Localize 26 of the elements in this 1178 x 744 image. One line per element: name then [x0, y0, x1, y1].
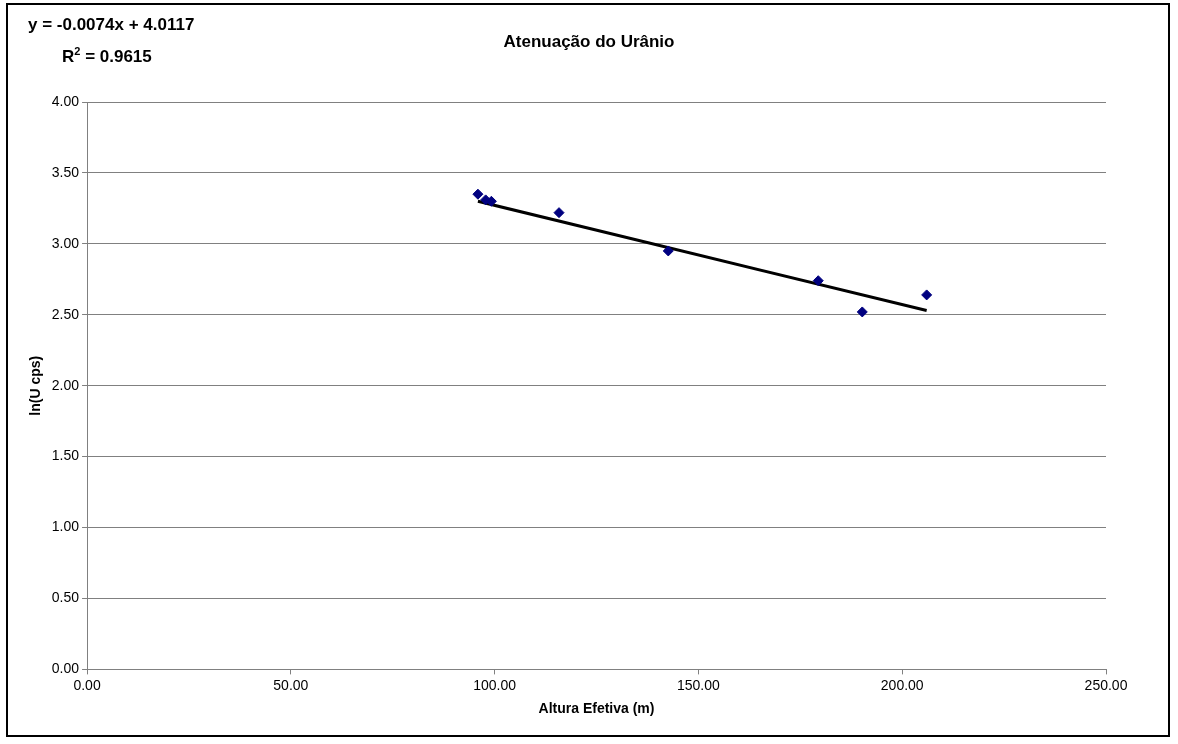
text: R$^{2}$ = 0.9615	[61, 44, 153, 68]
x-tick-label: 250.00	[1084, 676, 1128, 693]
x-tick-label: 50.00	[273, 676, 309, 693]
point	[856, 306, 868, 318]
y-tick-label: 3.50	[51, 163, 80, 180]
point	[472, 188, 484, 200]
chart-title: Atenuação do Urânio	[503, 32, 675, 51]
y-tick-label: 1.00	[51, 518, 80, 535]
y-axis-title: ln(U cps)	[27, 355, 44, 416]
y-tick-label: 2.50	[51, 305, 80, 322]
x-tick-label: 200.00	[880, 676, 924, 693]
x-tick-label: 0.00	[73, 676, 101, 693]
text: y = -0.0074x + 4.0117	[28, 14, 195, 36]
y-tick-label: 0.00	[51, 660, 80, 677]
x-tick-label: 100.00	[473, 676, 517, 693]
point	[921, 289, 933, 301]
y-tick-label: 3.00	[51, 234, 80, 251]
point	[553, 207, 565, 219]
y-tick-label: 0.50	[51, 589, 80, 606]
y-tick-label: 4.00	[51, 92, 80, 109]
point	[662, 245, 674, 257]
y-tick-label: 2.00	[51, 376, 80, 393]
point	[812, 275, 824, 287]
y-tick-label: 1.50	[51, 447, 80, 464]
x-tick-label: 150.00	[677, 676, 721, 693]
x-axis-title: Altura Efetiva (m)	[538, 700, 655, 717]
